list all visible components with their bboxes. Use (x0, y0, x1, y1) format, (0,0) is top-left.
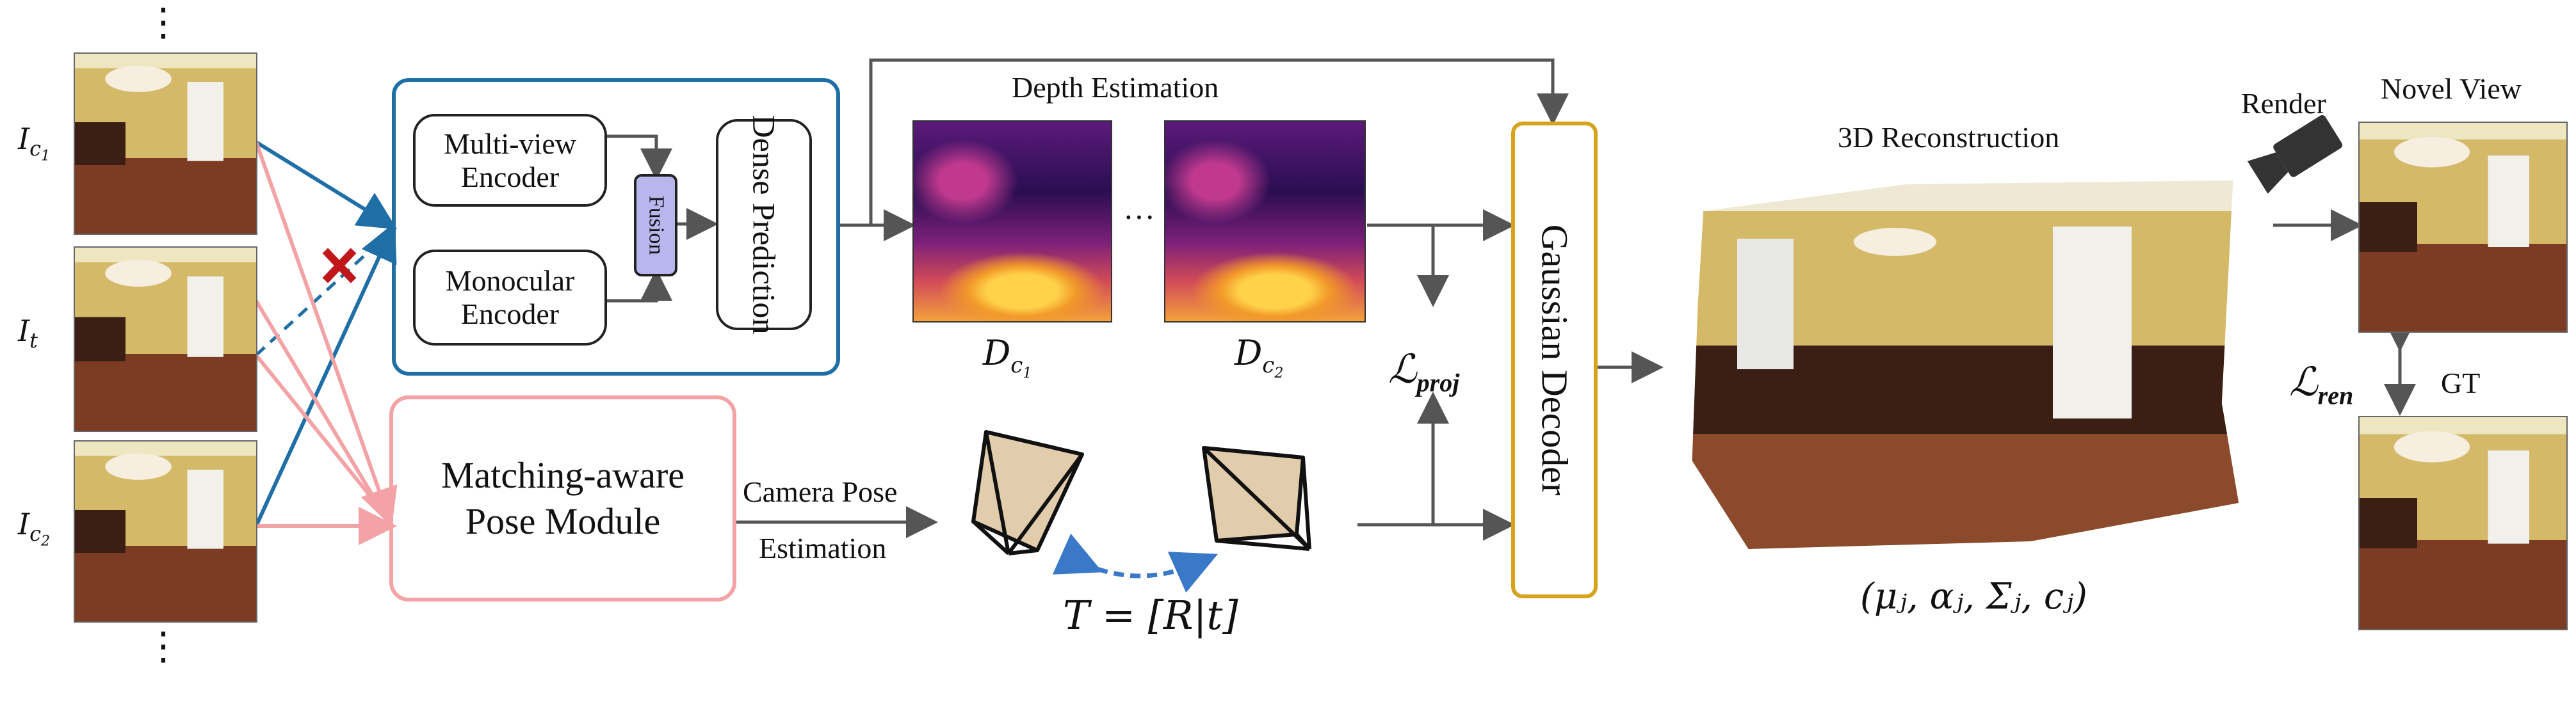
camera-pose-label-1: Camera Pose (743, 475, 898, 508)
gt-image (2358, 416, 2568, 630)
multiview-encoder-box: Multi-view Encoder (413, 114, 607, 207)
label-ic2: Ic2 (18, 507, 51, 550)
dense-prediction-box: Dense Prediction (716, 115, 812, 334)
dashed-camera-link (1052, 533, 1218, 593)
recon-title: 3D Reconstruction (1838, 121, 2060, 154)
gaussian-params: (μⱼ, αⱼ, Σⱼ, cⱼ) (1860, 576, 2087, 617)
monocular-encoder-box: Monocular Encoder (413, 250, 607, 346)
pose-module-box: Matching-aware Pose Module (389, 395, 736, 602)
depth-title: Depth Estimation (1012, 71, 1219, 104)
label-dc1: Dc1 (983, 333, 1032, 381)
arrow-mono-to-fusion (607, 269, 672, 303)
pink-it-to-pose-2 (254, 299, 391, 525)
camera-pose-label-2: Estimation (759, 532, 887, 564)
encoder-block (392, 78, 840, 376)
label-ic1: Ic1 (18, 122, 51, 164)
transform-label: T = [R|t] (1063, 592, 1238, 639)
input-image-it (74, 246, 257, 432)
arrow-encoder-to-decoder-top (869, 58, 1569, 225)
ellipsis-bottom: ⋮ (144, 625, 182, 667)
label-dc2: Dc2 (1235, 333, 1284, 381)
pink-ic1-to-pose (254, 141, 398, 527)
novel-view-label: Novel View (2381, 72, 2522, 105)
camera-frustum-2-icon (1202, 446, 1311, 551)
dashed-it-to-encoder (255, 229, 393, 356)
camera-frustum-1-icon (971, 430, 1084, 555)
depth-map-1 (912, 120, 1112, 323)
gaussian-decoder-box: Gaussian Decoder (1511, 122, 1598, 598)
depth-ellipsis: ··· (1123, 199, 1155, 235)
label-it: It (18, 314, 38, 353)
gt-label: GT (2441, 367, 2481, 399)
recon-image (1692, 180, 2239, 549)
arrow-multiview-to-fusion (607, 134, 672, 180)
loss-proj: ℒproj (1388, 346, 1460, 397)
arrow-ic1-to-encoder (255, 140, 398, 230)
depth-map-2 (1164, 120, 1366, 323)
ellipsis-top: ⋮ (144, 1, 182, 44)
pink-it-to-pose (254, 354, 391, 521)
arrow-ic2-to-encoder (254, 222, 397, 527)
cross-mark-icon (322, 248, 357, 283)
input-image-ic1 (74, 52, 257, 235)
input-image-ic2 (74, 440, 257, 623)
novel-view-image (2358, 122, 2568, 333)
camera-render-icon (2247, 115, 2343, 194)
loss-ren: ℒren (2289, 358, 2354, 410)
fusion-box: Fusion (634, 174, 677, 276)
render-label: Render (2241, 87, 2326, 120)
